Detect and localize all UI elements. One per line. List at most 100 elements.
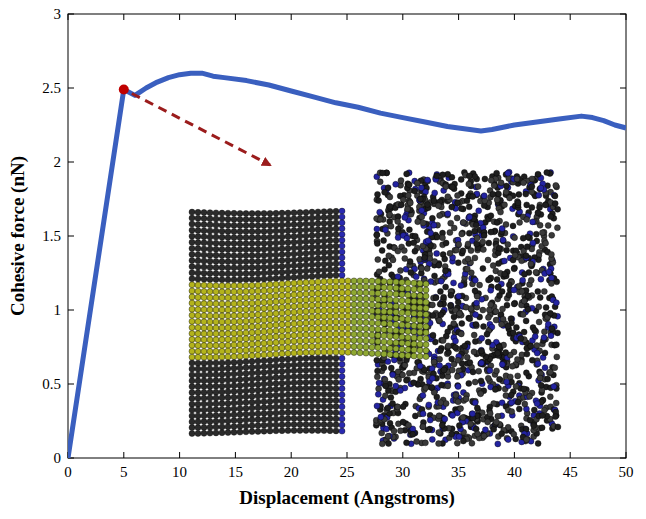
atom bbox=[315, 331, 321, 337]
atom bbox=[207, 270, 213, 276]
atom bbox=[297, 221, 303, 227]
atom bbox=[225, 222, 231, 228]
atom bbox=[231, 265, 237, 271]
atom bbox=[303, 314, 309, 320]
atom bbox=[339, 331, 345, 337]
atom bbox=[189, 233, 195, 239]
atom bbox=[321, 337, 327, 343]
atom bbox=[291, 303, 297, 309]
atom bbox=[285, 327, 291, 333]
atom bbox=[351, 350, 357, 356]
atom bbox=[339, 325, 345, 331]
x-tick-label: 10 bbox=[172, 464, 187, 480]
atom bbox=[357, 325, 363, 331]
atom bbox=[494, 276, 500, 282]
atom bbox=[454, 215, 460, 221]
atom bbox=[339, 226, 345, 232]
atom bbox=[357, 344, 363, 350]
atom bbox=[297, 216, 303, 222]
atom bbox=[261, 234, 267, 240]
atom bbox=[219, 325, 225, 331]
atom bbox=[422, 440, 428, 446]
atom bbox=[303, 221, 309, 227]
atom bbox=[237, 400, 243, 406]
atom bbox=[201, 384, 207, 390]
y-tick-label: 0 bbox=[54, 450, 62, 466]
atom bbox=[321, 284, 327, 290]
atom bbox=[225, 325, 231, 331]
atom bbox=[451, 280, 457, 286]
atom bbox=[249, 353, 255, 359]
atom bbox=[303, 250, 309, 256]
atom bbox=[279, 374, 285, 380]
atom bbox=[472, 228, 478, 234]
atom bbox=[249, 347, 255, 353]
atom bbox=[539, 230, 545, 236]
atom bbox=[309, 221, 315, 227]
atom bbox=[219, 222, 225, 228]
atom bbox=[309, 320, 315, 326]
atom bbox=[189, 288, 195, 294]
atom bbox=[357, 350, 363, 356]
atom bbox=[505, 437, 511, 443]
atom bbox=[469, 411, 475, 417]
atom bbox=[333, 361, 339, 367]
atom bbox=[195, 246, 201, 252]
atom bbox=[321, 331, 327, 337]
atom bbox=[255, 428, 261, 434]
atom bbox=[315, 379, 321, 385]
atom bbox=[237, 336, 243, 342]
atom bbox=[327, 367, 333, 373]
y-tick-label: 1 bbox=[54, 302, 62, 318]
y-tick-right bbox=[620, 236, 626, 237]
atom bbox=[285, 368, 291, 374]
atom bbox=[207, 264, 213, 270]
atom bbox=[255, 405, 261, 411]
atom bbox=[237, 301, 243, 307]
atom bbox=[243, 318, 249, 324]
atom bbox=[291, 422, 297, 428]
atom bbox=[213, 325, 219, 331]
atom bbox=[279, 339, 285, 345]
atom bbox=[243, 330, 249, 336]
atom bbox=[273, 375, 279, 381]
atom bbox=[297, 427, 303, 433]
atom bbox=[455, 260, 461, 266]
atom bbox=[339, 272, 345, 278]
atom bbox=[243, 353, 249, 359]
atom bbox=[363, 308, 369, 314]
atom bbox=[333, 343, 339, 349]
atom bbox=[533, 269, 539, 275]
atom bbox=[279, 363, 285, 369]
atom bbox=[243, 229, 249, 235]
atom bbox=[231, 406, 237, 412]
atom bbox=[189, 390, 195, 396]
atom bbox=[333, 255, 339, 261]
atom bbox=[237, 365, 243, 371]
atom bbox=[502, 202, 508, 208]
atom bbox=[363, 338, 369, 344]
atom bbox=[261, 422, 267, 428]
atom bbox=[261, 393, 267, 399]
atom bbox=[201, 343, 207, 349]
atom bbox=[261, 399, 267, 405]
atom bbox=[195, 294, 201, 300]
atom bbox=[309, 349, 315, 355]
atom bbox=[267, 352, 273, 358]
atom bbox=[279, 240, 285, 246]
atom bbox=[201, 276, 207, 282]
atom bbox=[249, 405, 255, 411]
atom bbox=[195, 390, 201, 396]
atom bbox=[513, 383, 519, 389]
atom bbox=[219, 337, 225, 343]
atom bbox=[273, 410, 279, 416]
atom bbox=[225, 259, 231, 265]
atom bbox=[345, 284, 351, 290]
atom bbox=[297, 338, 303, 344]
atom bbox=[225, 277, 231, 283]
atom bbox=[327, 238, 333, 244]
atom bbox=[267, 293, 273, 299]
atom bbox=[213, 395, 219, 401]
atom bbox=[273, 328, 279, 334]
atom bbox=[279, 398, 285, 404]
